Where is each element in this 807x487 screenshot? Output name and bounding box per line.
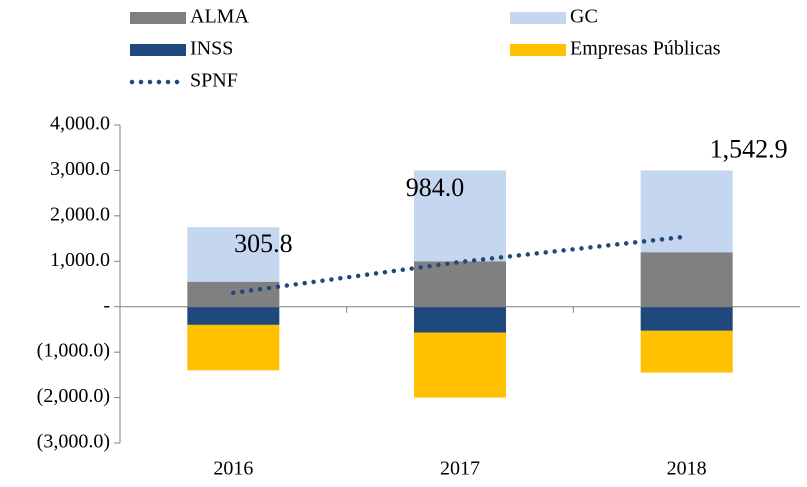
data-label: 1,542.9 (710, 135, 788, 164)
y-tick-label: (1,000.0) (37, 340, 110, 362)
legend-label: INSS (190, 38, 233, 60)
bar (414, 261, 506, 307)
bar (640, 252, 733, 307)
bar (414, 332, 506, 398)
legend-label: ALMA (190, 6, 249, 28)
legend-swatch (510, 44, 566, 56)
bar (640, 330, 733, 373)
legend-label: GC (570, 6, 598, 28)
y-tick-label: (3,000.0) (37, 431, 110, 453)
x-tick-label: 2017 (440, 458, 480, 480)
legend-swatch (130, 12, 186, 24)
y-tick-label: 4,000.0 (50, 113, 110, 135)
y-tick-label: 3,000.0 (50, 158, 110, 180)
y-tick-label: (2,000.0) (37, 385, 110, 407)
bar (187, 306, 280, 325)
bar (187, 227, 280, 282)
y-tick-label: 2,000.0 (50, 203, 110, 225)
data-label: 984.0 (406, 173, 465, 202)
bar (187, 324, 280, 371)
legend-label: Empresas Públicas (570, 38, 721, 60)
bar (640, 306, 733, 331)
bar (640, 170, 733, 253)
legend-swatch (130, 44, 186, 56)
legend-label: SPNF (190, 70, 238, 92)
y-tick-label: - (103, 294, 110, 316)
legend-swatch (510, 12, 566, 24)
bar (414, 306, 506, 333)
x-tick-label: 2016 (213, 458, 253, 480)
bar (414, 170, 506, 262)
y-tick-label: 1,000.0 (50, 249, 110, 271)
data-label: 305.8 (234, 229, 293, 258)
x-tick-label: 2018 (667, 458, 707, 480)
